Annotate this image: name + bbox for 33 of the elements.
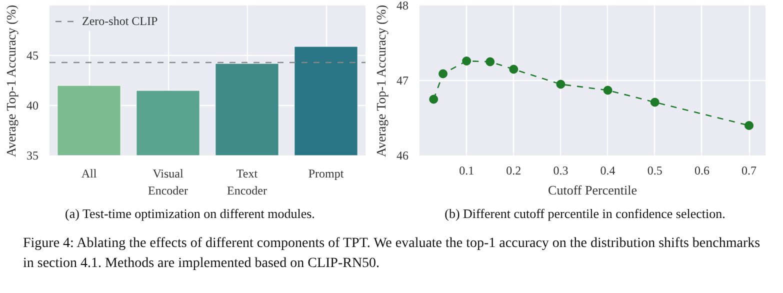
- y-axis-title: Average Top-1 Accuracy (%): [374, 4, 388, 157]
- y-tick-label: 48: [396, 0, 408, 12]
- x-tick-label: 0.6: [694, 164, 710, 178]
- y-tick-label: 46: [396, 148, 408, 162]
- caption: Figure 4: Ablating the effects of different components of TPT. We evaluate the top-1 accuracy on the distribution shifts benchmarks in section 4.1. Methods are implemented based on CLIP-RN50.: [23, 234, 762, 273]
- x-tick-label: 0.3: [553, 164, 568, 178]
- x-tick-label: 0.7: [742, 164, 757, 178]
- x-tick-label: Text Encoder: [227, 166, 267, 198]
- point: [462, 56, 472, 66]
- x-tick-label: 0.4: [600, 164, 616, 178]
- text: (a) Test-time optimization on different modules.: [65, 205, 315, 223]
- point: [429, 94, 438, 104]
- x-tick-label: 0.1: [459, 164, 474, 178]
- y-tick-label: 47: [396, 74, 408, 88]
- x-tick-label: Prompt: [308, 166, 344, 180]
- x-tick-label: Visual Encoder: [148, 166, 188, 198]
- point: [509, 64, 518, 74]
- x-tick-label: 0.2: [506, 164, 522, 178]
- y-tick-label: 35: [26, 148, 38, 162]
- x-tick-label: All: [81, 166, 98, 180]
- point: [744, 121, 754, 130]
- point: [603, 86, 612, 95]
- legend-label: Zero-shot CLIP: [82, 14, 158, 28]
- x-axis-title: Cutoff Percentile: [548, 182, 638, 198]
- point: [556, 80, 566, 89]
- y-tick-label: 40: [26, 98, 38, 112]
- text: (b) Different cutoff percentile in confidence selection.: [444, 205, 726, 223]
- point: [650, 98, 660, 107]
- x-tick-label: 0.5: [647, 164, 662, 178]
- y-axis-title: Average Top-1 Accuracy (%): [4, 4, 18, 157]
- point: [438, 69, 448, 78]
- point: [486, 57, 495, 66]
- y-tick-label: 45: [26, 48, 38, 62]
